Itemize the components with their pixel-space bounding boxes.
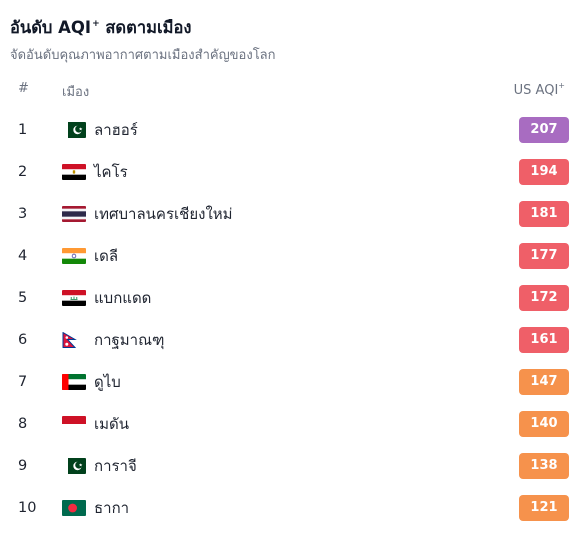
column-header-rank: #	[18, 81, 29, 96]
city-name[interactable]: กาฐมาณฑุ	[94, 331, 165, 349]
thailand-flag-icon	[62, 206, 86, 222]
uae-flag-icon	[62, 374, 86, 390]
table-header: # เมือง US AQI+	[0, 81, 586, 101]
title-sup: +	[92, 19, 100, 29]
bangladesh-flag-icon	[62, 500, 86, 516]
column-header-aqi: US AQI+	[514, 81, 565, 98]
rank-number: 5	[18, 290, 28, 306]
panel-title: อันดับ AQI+ สดตามเมือง	[10, 15, 192, 41]
column-header-aqi-label: US AQI	[513, 83, 559, 98]
city-name[interactable]: เมดัน	[94, 415, 130, 433]
aqi-badge: 140	[519, 411, 569, 437]
table-row[interactable]: 2 ไคโร 194	[0, 151, 586, 193]
india-flag-icon	[62, 248, 86, 264]
rank-number: 4	[18, 248, 28, 264]
city-name[interactable]: เดลี	[94, 247, 119, 265]
city-name[interactable]: ธากา	[94, 499, 130, 517]
city-name[interactable]: ไคโร	[94, 163, 128, 181]
aqi-badge: 121	[519, 495, 569, 521]
nepal-flag-icon	[62, 332, 86, 348]
table-row[interactable]: 9 การาจี 138	[0, 445, 586, 487]
city-name[interactable]: เทศบาลนครเชียงใหม่	[94, 205, 233, 223]
table-row[interactable]: 3 เทศบาลนครเชียงใหม่ 181	[0, 193, 586, 235]
city-name[interactable]: แบกแดด	[94, 289, 152, 307]
table-row[interactable]: 5 แบกแดด 172	[0, 277, 586, 319]
rank-number: 1	[18, 122, 28, 138]
rank-number: 9	[18, 458, 28, 474]
pakistan-flag-icon	[62, 122, 86, 138]
rank-number: 2	[18, 164, 28, 180]
aqi-badge: 181	[519, 201, 569, 227]
aqi-badge: 207	[519, 117, 569, 143]
aqi-badge: 147	[519, 369, 569, 395]
title-suffix: สดตามเมือง	[105, 18, 192, 37]
column-header-city: เมือง	[62, 85, 90, 100]
aqi-badge: 194	[519, 159, 569, 185]
panel-subtitle: จัดอันดับคุณภาพอากาศตามเมืองสำคัญของโลก	[10, 48, 276, 63]
rank-number: 7	[18, 374, 28, 390]
table-row[interactable]: 1 ลาฮอร์ 207	[0, 109, 586, 151]
column-header-aqi-sup: +	[558, 81, 565, 90]
rank-number: 10	[18, 500, 37, 516]
table-row[interactable]: 8 เมดัน 140	[0, 403, 586, 445]
title-text: อันดับ AQI	[10, 18, 92, 37]
table-row[interactable]: 6 กาฐมาณฑุ 161	[0, 319, 586, 361]
iraq-flag-icon	[62, 290, 86, 306]
table-row[interactable]: 4 เดลี 177	[0, 235, 586, 277]
aqi-badge: 177	[519, 243, 569, 269]
city-name[interactable]: ดูไบ	[94, 373, 121, 391]
rank-number: 3	[18, 206, 28, 222]
indonesia-flag-icon	[62, 416, 86, 432]
rank-number: 8	[18, 416, 28, 432]
egypt-flag-icon	[62, 164, 86, 180]
table-row[interactable]: 7 ดูไบ 147	[0, 361, 586, 403]
pakistan-flag-icon	[62, 458, 86, 474]
ranking-list: 1 ลาฮอร์ 207 2 ไคโร 194 3 เทศบาลนครเชียงใหม่ 181…	[0, 109, 586, 529]
aqi-badge: 172	[519, 285, 569, 311]
aqi-badge: 161	[519, 327, 569, 353]
city-name[interactable]: ลาฮอร์	[94, 121, 138, 139]
aqi-badge: 138	[519, 453, 569, 479]
city-name[interactable]: การาจี	[94, 457, 137, 475]
table-row[interactable]: 10 ธากา 121	[0, 487, 586, 529]
rank-number: 6	[18, 332, 28, 348]
